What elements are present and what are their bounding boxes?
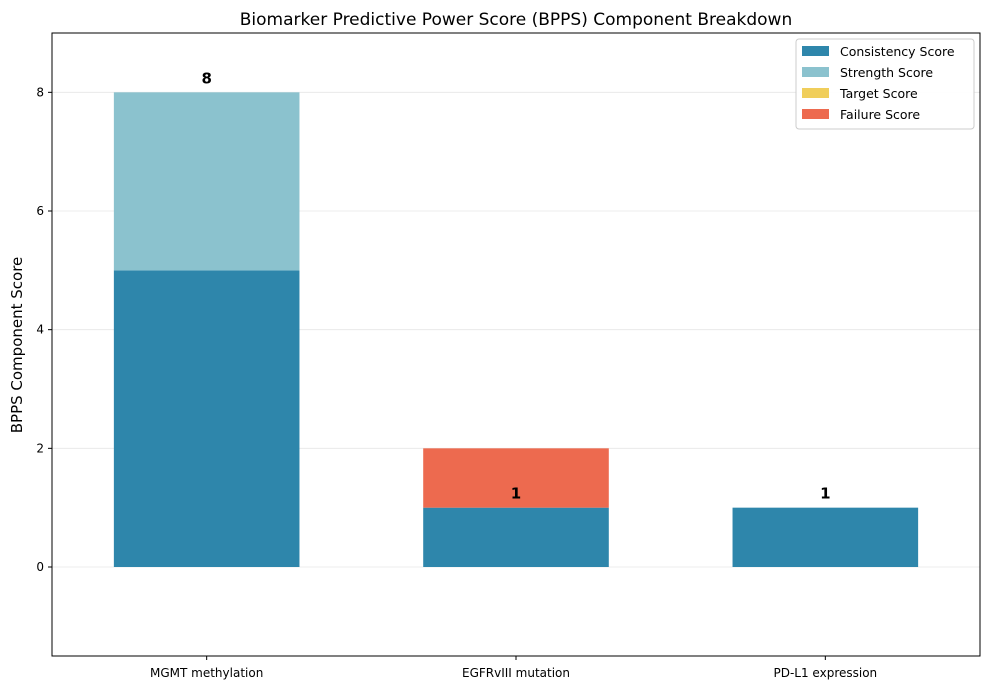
bar-consistency-score-1 bbox=[423, 507, 609, 567]
x-tick-label-1: EGFRvIII mutation bbox=[462, 666, 570, 680]
bars bbox=[113, 92, 919, 567]
y-tick-label-6: 6 bbox=[36, 204, 44, 218]
axis-ticks: 0 2 4 6 8 MGMT methylation EGFRvIII mutation PD… bbox=[36, 85, 877, 680]
y-tick-label-2: 2 bbox=[36, 441, 44, 455]
bar-strength-score-0 bbox=[113, 92, 300, 271]
legend-label-0: Consistency Score bbox=[840, 44, 955, 59]
total-labels: 8 1 1 bbox=[201, 69, 830, 502]
total-label-2: 1 bbox=[820, 485, 830, 503]
bar-failure-score-1 bbox=[423, 448, 609, 508]
legend-label-3: Failure Score bbox=[840, 107, 920, 122]
y-tick-label-4: 4 bbox=[36, 323, 44, 337]
total-label-0: 8 bbox=[201, 69, 211, 87]
chart-title: Biomarker Predictive Power Score (BPPS) … bbox=[240, 10, 792, 30]
legend-label-1: Strength Score bbox=[840, 65, 933, 80]
x-tick-label-0: MGMT methylation bbox=[150, 666, 263, 680]
bar-consistency-score-2 bbox=[732, 507, 919, 567]
total-label-1: 1 bbox=[511, 485, 521, 503]
x-tick-label-2: PD-L1 expression bbox=[773, 666, 877, 680]
bar-consistency-score-0 bbox=[113, 270, 300, 567]
y-tick-label-0: 0 bbox=[36, 560, 44, 574]
legend-label-2: Target Score bbox=[839, 86, 918, 101]
legend-swatch-2 bbox=[802, 88, 829, 98]
y-tick-label-8: 8 bbox=[36, 85, 44, 99]
legend-swatch-0 bbox=[802, 46, 829, 56]
legend-box bbox=[795, 38, 975, 130]
legend: Consistency Score Strength Score Target Sc… bbox=[795, 38, 975, 130]
y-axis-label: BPPS Component Score bbox=[8, 257, 26, 434]
legend-swatch-3 bbox=[802, 109, 829, 119]
legend-swatch-1 bbox=[802, 67, 829, 77]
